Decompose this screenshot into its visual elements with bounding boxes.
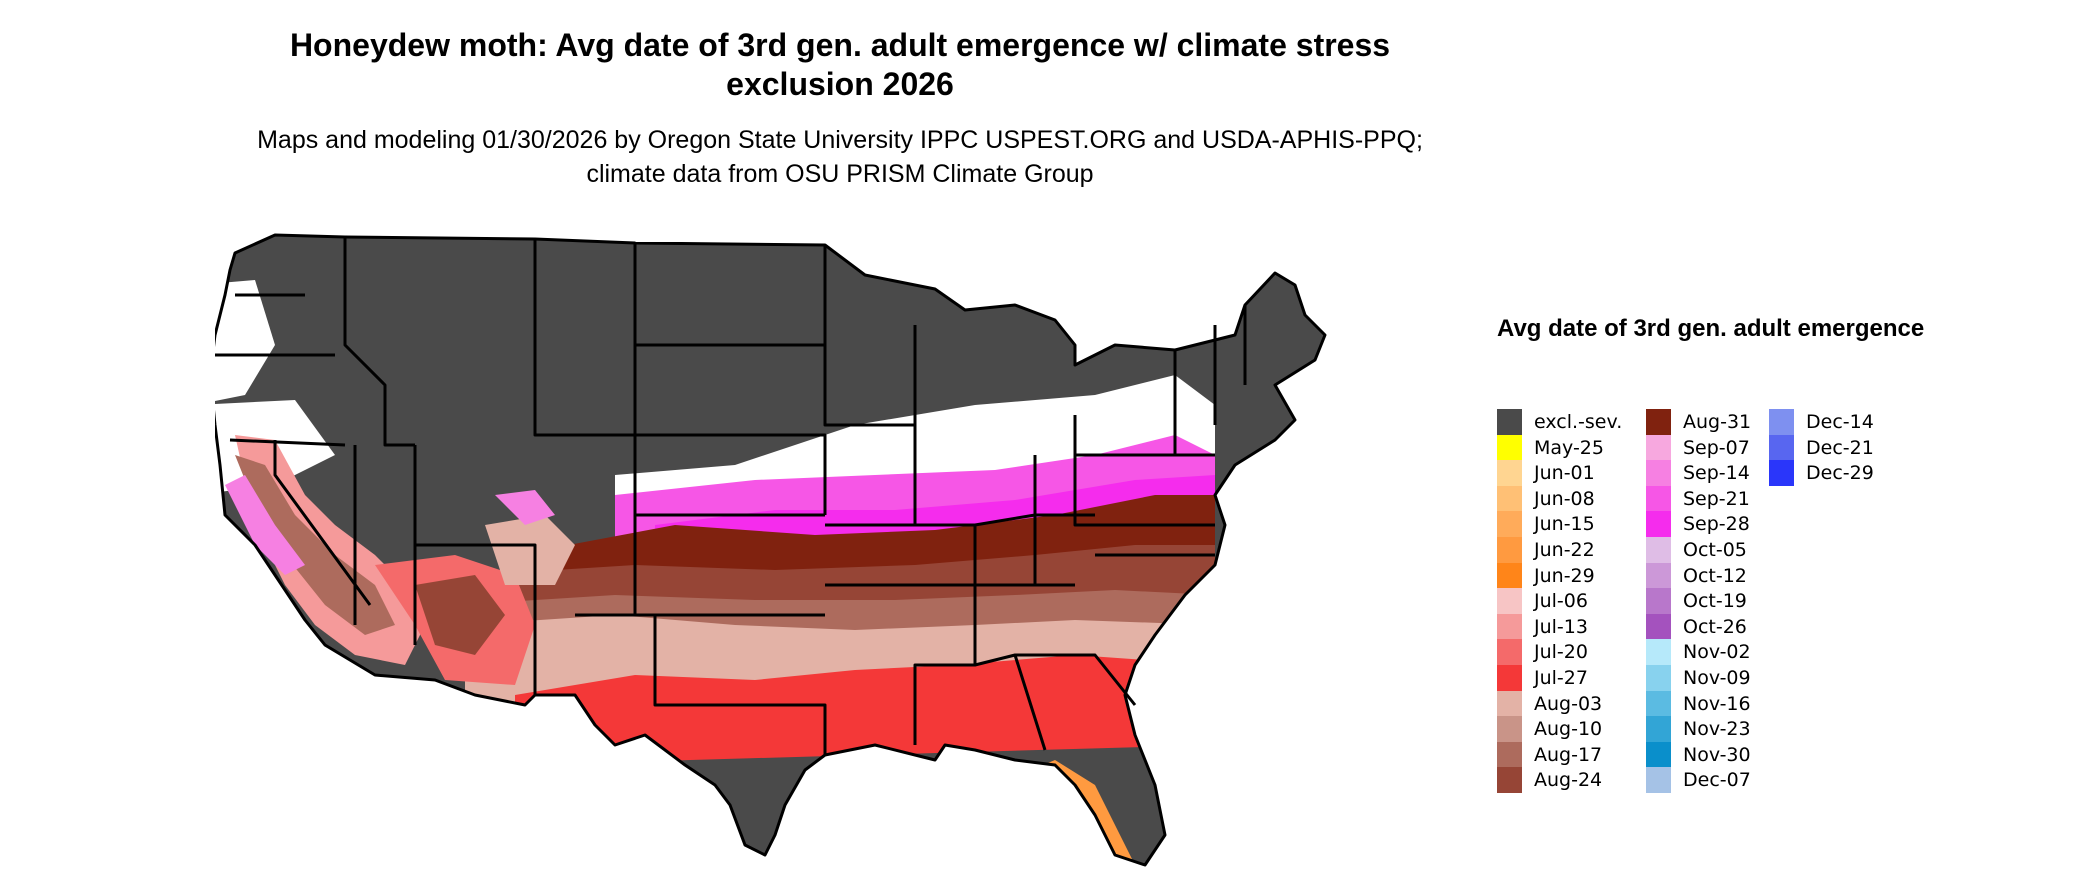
legend-swatch [1497,434,1522,461]
legend-swatch [1646,767,1671,793]
legend-label: Jun-15 [1534,513,1595,536]
map-title: Honeydew moth: Avg date of 3rd gen. adul… [289,27,1391,102]
legend-swatch [1646,639,1671,665]
legend-label: Aug-17 [1534,743,1603,766]
legend-swatch [1497,613,1522,640]
legend-swatch [1646,536,1671,563]
legend-swatch [1497,562,1522,589]
legend-label: Nov-09 [1683,666,1751,689]
legend-label: Nov-16 [1683,692,1751,715]
legend-label: Jul-06 [1534,590,1588,613]
legend-swatch [1769,434,1794,461]
legend-swatch [1497,511,1522,537]
legend-swatch [1646,613,1671,640]
legend-label: Jul-20 [1534,641,1588,664]
legend-swatch [1646,562,1671,589]
legend-label: May-25 [1534,436,1604,459]
legend-label: excl.-sev. [1534,411,1623,433]
legend-swatch [1497,716,1522,742]
legend-label: Dec-14 [1806,411,1874,433]
legend-swatch [1497,767,1522,793]
legend-swatch [1646,485,1671,512]
legend-swatch [1497,690,1522,717]
legend-label: Aug-31 [1683,411,1752,433]
legend-label: Aug-24 [1534,769,1603,792]
legend-swatch [1646,716,1671,742]
legend-swatch [1497,664,1522,691]
legend-swatch [1646,434,1671,461]
legend-swatch [1497,536,1522,563]
legend-label: Aug-03 [1534,692,1603,715]
legend-label: Sep-07 [1683,436,1750,459]
legend-label: Jun-01 [1534,462,1595,485]
legend-label: Dec-21 [1806,436,1874,459]
legend-label: Jun-08 [1534,487,1595,510]
legend-swatch [1497,460,1522,486]
legend-swatch [1497,409,1522,435]
legend-swatch [1646,690,1671,717]
legend-label: Oct-12 [1683,564,1747,587]
legend-title: Avg date of 3rd gen. adult emergence [1497,315,1925,342]
legend-label: Jul-27 [1534,666,1588,689]
legend-label: Dec-29 [1806,462,1874,485]
legend-label: Jun-22 [1534,538,1595,561]
us-emergence-map [215,233,1327,867]
legend-label: Oct-19 [1683,590,1747,613]
legend-swatch [1646,511,1671,537]
legend-swatch [1497,485,1522,512]
legend-swatch [1497,639,1522,665]
legend-label: Oct-05 [1683,538,1747,561]
legend-label: Aug-10 [1534,718,1603,741]
legend-label: Nov-30 [1683,743,1751,766]
legend-swatch [1497,741,1522,768]
legend-label: Nov-02 [1683,641,1751,664]
legend-swatch [1646,588,1671,614]
map-subtitle: Maps and modeling 01/30/2026 by Oregon S… [257,126,1423,188]
legend-label: Sep-28 [1683,513,1750,536]
legend-label: Sep-21 [1683,487,1750,510]
legend-swatch [1497,588,1522,614]
legend-swatch [1646,409,1671,435]
legend-swatch [1646,741,1671,768]
legend-label: Jul-13 [1534,615,1588,638]
legend-label: Sep-14 [1683,462,1750,485]
legend-label: Dec-07 [1683,769,1751,792]
state-borders [215,233,1327,867]
legend-label: Oct-26 [1683,615,1747,638]
legend-swatch [1769,460,1794,486]
legend-swatch [1646,664,1671,691]
legend-swatch [1646,460,1671,486]
legend-label: Nov-23 [1683,718,1751,741]
legend-swatch [1769,409,1794,435]
legend-label: Jun-29 [1534,564,1595,587]
